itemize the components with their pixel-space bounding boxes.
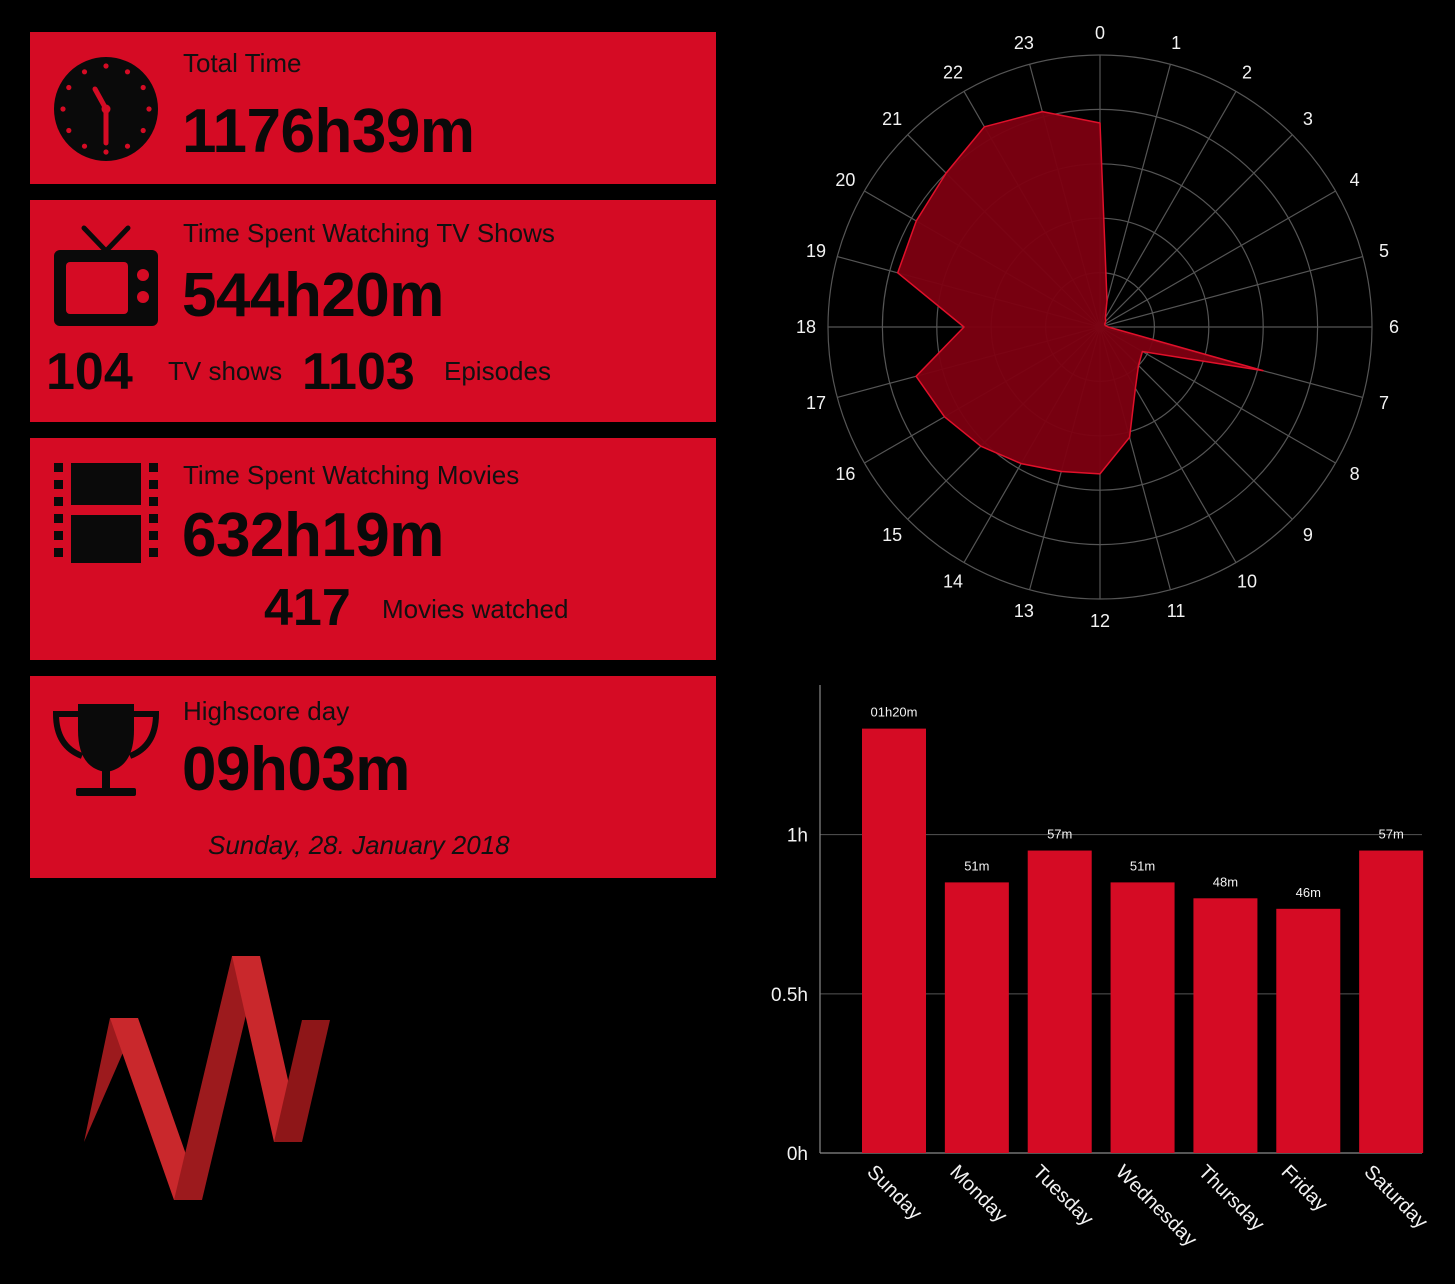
movies-value: 632h19m xyxy=(182,501,444,570)
bar-data-label: 01h20m xyxy=(871,705,918,720)
polar-tick-label: 15 xyxy=(882,525,902,545)
polar-tick-label: 22 xyxy=(943,62,963,82)
polar-tick-label: 19 xyxy=(806,241,826,261)
tv-shows-card: Time Spent Watching TV Shows 544h20m 104… xyxy=(30,200,716,422)
bar-data-label: 57m xyxy=(1378,827,1403,842)
polar-tick-label: 21 xyxy=(882,109,902,129)
polar-area xyxy=(896,110,1264,475)
total-time-label: Total Time xyxy=(183,48,302,78)
bar-category-label: Wednesday xyxy=(1111,1161,1201,1251)
polar-tick-label: 1 xyxy=(1171,33,1181,53)
highscore-date: Sunday, 28. January 2018 xyxy=(208,830,510,860)
tv-shows-label: Time Spent Watching TV Shows xyxy=(183,218,555,248)
bar-data-label: 57m xyxy=(1047,827,1072,842)
movies-count-label: Movies watched xyxy=(382,594,569,624)
polar-tick-label: 5 xyxy=(1379,241,1389,261)
total-time-card: Total Time 1176h39m xyxy=(30,32,716,184)
bar xyxy=(1359,850,1424,1153)
episodes-count-label: Episodes xyxy=(444,356,551,386)
highscore-value: 09h03m xyxy=(182,735,410,804)
bar-data-label: 51m xyxy=(1130,858,1155,873)
movies-card: Time Spent Watching Movies 632h19m 417 M… xyxy=(30,438,716,660)
bar-category-label: Thursday xyxy=(1194,1161,1269,1236)
bar xyxy=(944,882,1009,1153)
clock-icon xyxy=(54,57,158,161)
app-logo xyxy=(84,956,330,1200)
highscore-label: Highscore day xyxy=(183,696,350,726)
bar xyxy=(862,728,926,1153)
polar-spoke xyxy=(1099,256,1363,328)
tv-shows-value: 544h20m xyxy=(182,261,444,330)
bar xyxy=(1193,898,1258,1153)
tv-shows-count-label: TV shows xyxy=(168,356,283,386)
polar-tick-label: 4 xyxy=(1350,170,1360,190)
polar-tick-label: 20 xyxy=(835,170,855,190)
polar-spoke xyxy=(1099,190,1336,328)
weekday-bar-chart: 0h 0.5h 1h 01h20m Sunday 51m Monday 57m Tuesday 5… xyxy=(771,685,1432,1251)
bar-data-label: 51m xyxy=(964,858,989,873)
polar-spoke xyxy=(1099,134,1293,328)
bar-data-label: 46m xyxy=(1296,885,1321,900)
bar-ytick-label: 1h xyxy=(787,826,808,847)
polar-tick-label: 7 xyxy=(1379,393,1389,413)
polar-tick-label: 16 xyxy=(835,464,855,484)
film-icon xyxy=(54,463,158,563)
bar-category-label: Tuesday xyxy=(1028,1161,1097,1230)
polar-tick-label: 6 xyxy=(1389,317,1399,337)
tv-icon xyxy=(54,225,158,326)
polar-tick-label: 17 xyxy=(806,393,826,413)
polar-tick-label: 13 xyxy=(1014,601,1034,621)
polar-tick-label: 18 xyxy=(796,317,816,337)
bar-category-label: Saturday xyxy=(1360,1161,1432,1233)
bar-category-label: Friday xyxy=(1277,1161,1332,1216)
highscore-card: Highscore day 09h03m Sunday, 28. January… xyxy=(30,676,716,878)
polar-tick-label: 3 xyxy=(1303,109,1313,129)
polar-tick-label: 23 xyxy=(1014,33,1034,53)
polar-spoke xyxy=(1099,64,1171,328)
bar xyxy=(1110,882,1175,1153)
episodes-count: 1103 xyxy=(302,343,415,401)
bar-ytick-label: 0.5h xyxy=(771,985,808,1006)
bar-ytick-label: 0h xyxy=(787,1144,808,1165)
polar-tick-label: 8 xyxy=(1350,464,1360,484)
polar-spoke xyxy=(1099,91,1237,328)
polar-tick-label: 11 xyxy=(1167,601,1186,621)
polar-tick-label: 0 xyxy=(1095,23,1105,43)
total-time-value: 1176h39m xyxy=(182,97,475,166)
polar-tick-label: 12 xyxy=(1090,611,1110,631)
bar-category-label: Monday xyxy=(945,1161,1011,1227)
movies-count: 417 xyxy=(264,579,351,637)
bar-category-label: Sunday xyxy=(862,1161,926,1225)
movies-label: Time Spent Watching Movies xyxy=(183,460,520,490)
polar-tick-label: 9 xyxy=(1303,525,1313,545)
polar-tick-label: 10 xyxy=(1237,572,1257,592)
polar-tick-label: 14 xyxy=(943,572,963,592)
tv-shows-count: 104 xyxy=(46,343,133,401)
polar-tick-label: 2 xyxy=(1242,62,1252,82)
trophy-icon xyxy=(52,704,160,796)
bar-data-label: 48m xyxy=(1213,874,1238,889)
bar xyxy=(1276,908,1341,1153)
bar xyxy=(1027,850,1092,1153)
